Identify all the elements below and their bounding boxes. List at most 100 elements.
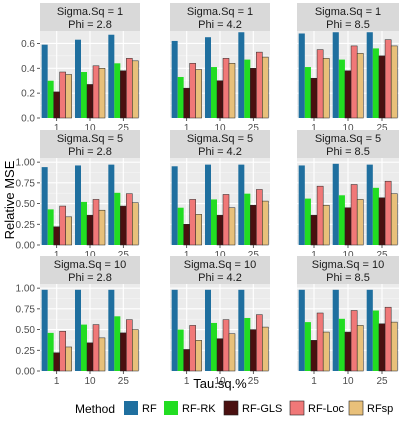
panel-strip	[40, 3, 140, 31]
bar	[366, 164, 373, 245]
x-tick-label: 10	[342, 123, 354, 134]
x-tick-label: 1	[184, 376, 190, 387]
bar	[65, 74, 72, 119]
bar	[222, 194, 230, 246]
bar	[108, 164, 115, 245]
panel-strip-label: Phi = 2.8	[68, 19, 112, 31]
legend-label: RFsp	[367, 403, 393, 415]
bar	[205, 164, 211, 245]
bar	[228, 207, 236, 246]
bar	[250, 68, 257, 119]
bar	[378, 197, 386, 246]
panel-strip-label: Phi = 2.8	[68, 146, 112, 158]
bar	[114, 192, 121, 245]
bar	[216, 80, 224, 119]
legend-swatch	[289, 400, 305, 416]
bar	[98, 209, 106, 246]
bar	[304, 198, 311, 245]
bar	[195, 214, 202, 246]
x-tick-label: 10	[342, 376, 354, 387]
bar	[126, 319, 133, 372]
bar	[322, 331, 330, 372]
panel-strip	[40, 256, 140, 284]
bar	[59, 71, 66, 119]
y-tick-label: 0.00	[16, 367, 36, 378]
bar	[250, 329, 257, 372]
bar	[256, 314, 263, 372]
bar	[98, 337, 106, 372]
y-tick-label: 1.00	[16, 158, 36, 169]
bar	[211, 199, 217, 245]
x-tick-label: 1	[54, 250, 60, 261]
bar	[120, 332, 127, 372]
bar	[189, 63, 196, 119]
bar	[390, 45, 398, 119]
legend-swatch	[124, 401, 138, 415]
panel-strip-label: Sigma.Sq = 1	[315, 6, 381, 18]
bar	[211, 67, 217, 118]
bar	[120, 70, 127, 119]
panel-strip-label: Sigma.Sq = 10	[312, 259, 384, 271]
x-tick-label: 25	[248, 250, 260, 261]
bar	[338, 195, 345, 245]
bar	[310, 77, 318, 119]
bar	[250, 204, 257, 246]
x-tick-label: 1	[184, 250, 190, 261]
bar	[177, 207, 184, 245]
bar	[356, 199, 364, 246]
panel-strip-label: Phi = 8.5	[326, 272, 370, 284]
bar	[238, 289, 245, 371]
x-tick-label: 1	[184, 123, 190, 134]
bar	[366, 289, 373, 371]
bar	[126, 58, 133, 119]
bar	[53, 352, 60, 372]
bar	[244, 317, 251, 371]
bar	[81, 72, 87, 118]
bar	[304, 67, 311, 118]
y-tick-label: 0.00	[16, 241, 36, 252]
bar	[238, 164, 245, 245]
bar	[310, 214, 318, 246]
panel-strip-label: Phi = 4.2	[198, 19, 242, 31]
y-tick-label: 0.75	[16, 304, 36, 315]
bar	[47, 80, 54, 118]
bar	[189, 199, 196, 246]
x-tick-label: 25	[118, 376, 130, 387]
x-tick-label: 10	[84, 250, 96, 261]
bar	[81, 324, 87, 371]
x-tick-label: 25	[118, 123, 130, 134]
bar	[222, 319, 230, 372]
bar	[120, 205, 127, 246]
panel-strip-label: Phi = 2.8	[68, 272, 112, 284]
bar	[256, 189, 263, 246]
bar	[177, 76, 184, 118]
bar	[53, 226, 60, 246]
bar	[92, 65, 100, 119]
x-tick-label: 25	[376, 123, 388, 134]
bar	[132, 202, 139, 246]
panel-strip-label: Sigma.Sq = 1	[187, 6, 253, 18]
panel-strip	[170, 130, 270, 158]
legend-title: Method	[75, 402, 115, 416]
y-axis-title: Relative MSE	[2, 160, 17, 239]
bar	[372, 187, 379, 245]
y-tick-label: 0.2	[21, 89, 35, 100]
x-tick-label: 1	[311, 250, 317, 261]
bar	[356, 325, 364, 372]
bar	[338, 318, 345, 371]
x-tick-label: 25	[248, 123, 260, 134]
y-tick-label: 0.6	[21, 39, 35, 50]
bar	[171, 40, 178, 118]
bar	[322, 58, 330, 119]
x-tick-label: 1	[311, 376, 317, 387]
bar	[108, 34, 115, 118]
panel-strip-label: Sigma.Sq = 5	[57, 133, 123, 145]
bar	[384, 180, 392, 246]
bar	[244, 59, 251, 118]
